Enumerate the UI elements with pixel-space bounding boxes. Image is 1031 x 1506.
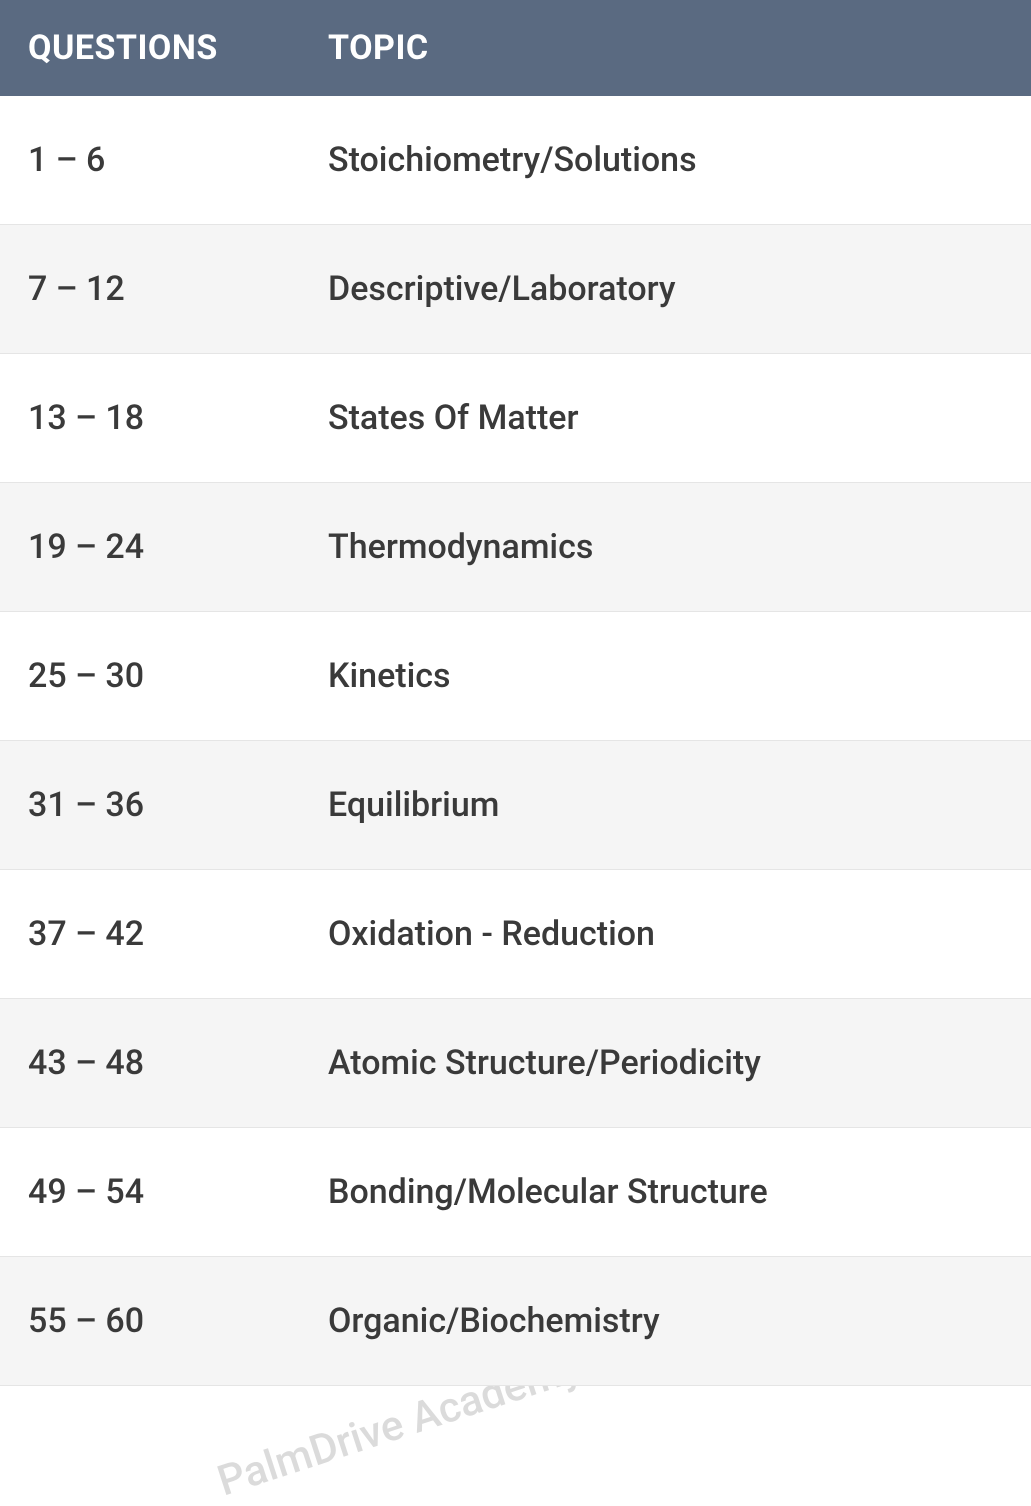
table-row: 1 – 6Stoichiometry/Solutions (0, 96, 1031, 225)
table-header-row: QUESTIONS TOPIC (0, 0, 1031, 96)
table-row: 43 – 48Atomic Structure/Periodicity (0, 999, 1031, 1128)
table-row: 37 – 42Oxidation - Reduction (0, 870, 1031, 999)
table-row: 49 – 54Bonding/Molecular Structure (0, 1128, 1031, 1257)
cell-questions: 13 – 18 (0, 354, 300, 483)
cell-questions: 1 – 6 (0, 96, 300, 225)
table-body: 1 – 6Stoichiometry/Solutions7 – 12Descri… (0, 96, 1031, 1386)
topics-table: QUESTIONS TOPIC 1 – 6Stoichiometry/Solut… (0, 0, 1031, 1386)
table-container: PalmDrive AcademymDrive AcademyPalmPalmD… (0, 0, 1031, 1386)
table-row: 31 – 36Equilibrium (0, 741, 1031, 870)
cell-topic: Descriptive/Laboratory (300, 225, 1031, 354)
cell-questions: 49 – 54 (0, 1128, 300, 1257)
cell-questions: 31 – 36 (0, 741, 300, 870)
cell-questions: 25 – 30 (0, 612, 300, 741)
table-row: 7 – 12Descriptive/Laboratory (0, 225, 1031, 354)
cell-topic: States Of Matter (300, 354, 1031, 483)
cell-topic: Atomic Structure/Periodicity (300, 999, 1031, 1128)
table-row: 55 – 60Organic/Biochemistry (0, 1257, 1031, 1386)
table-row: 25 – 30Kinetics (0, 612, 1031, 741)
cell-questions: 7 – 12 (0, 225, 300, 354)
cell-topic: Organic/Biochemistry (300, 1257, 1031, 1386)
cell-topic: Oxidation - Reduction (300, 870, 1031, 999)
cell-topic: Thermodynamics (300, 483, 1031, 612)
cell-questions: 55 – 60 (0, 1257, 300, 1386)
cell-questions: 43 – 48 (0, 999, 300, 1128)
header-topic: TOPIC (300, 0, 1031, 96)
cell-topic: Equilibrium (300, 741, 1031, 870)
header-questions: QUESTIONS (0, 0, 300, 96)
table-row: 19 – 24Thermodynamics (0, 483, 1031, 612)
table-row: 13 – 18States Of Matter (0, 354, 1031, 483)
cell-questions: 37 – 42 (0, 870, 300, 999)
cell-topic: Kinetics (300, 612, 1031, 741)
cell-topic: Bonding/Molecular Structure (300, 1128, 1031, 1257)
cell-questions: 19 – 24 (0, 483, 300, 612)
cell-topic: Stoichiometry/Solutions (300, 96, 1031, 225)
